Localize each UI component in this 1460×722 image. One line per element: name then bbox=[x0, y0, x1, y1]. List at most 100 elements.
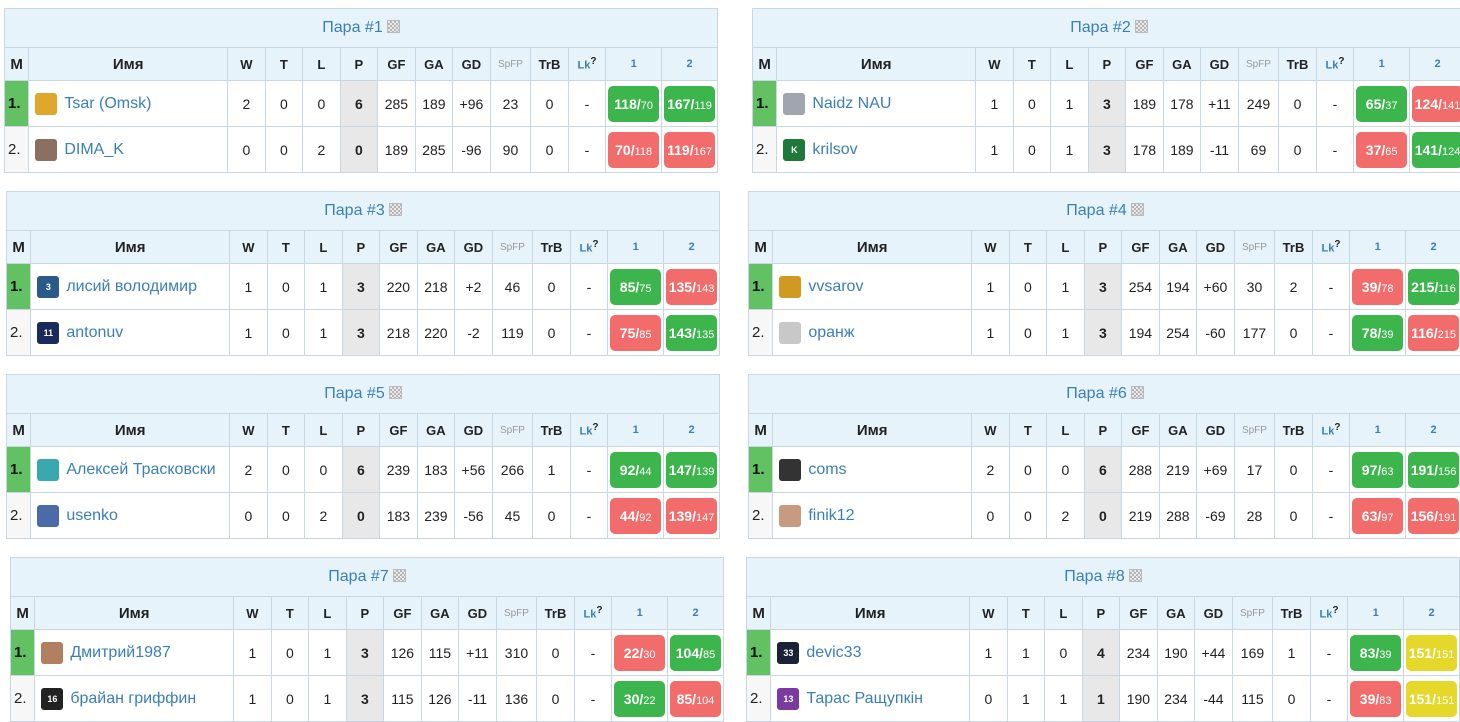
header-game-1[interactable]: 1 bbox=[608, 414, 664, 447]
finik-avatar[interactable] bbox=[779, 505, 801, 527]
player-name-cell[interactable]: Naidz NAU bbox=[777, 81, 976, 127]
help-icon[interactable]: ? bbox=[590, 56, 596, 67]
header-lk[interactable]: Lk? bbox=[574, 597, 612, 630]
game-1-score-cell[interactable]: 30/22 bbox=[612, 676, 668, 722]
game-2-score-cell[interactable]: 135/143 bbox=[664, 264, 720, 310]
game-2-score[interactable]: 139/147 bbox=[666, 498, 717, 534]
game-1-score-cell[interactable]: 63/97 bbox=[1350, 493, 1406, 539]
header-game-1[interactable]: 1 bbox=[612, 597, 668, 630]
jersey-33-avatar[interactable]: 33 bbox=[777, 642, 799, 664]
pair-title-link[interactable]: Пара #8 bbox=[1064, 568, 1124, 585]
game-2-score-cell[interactable]: 116/215 bbox=[1406, 310, 1460, 356]
game-2-score-cell[interactable]: 119/167 bbox=[662, 127, 718, 173]
pair-title[interactable]: Пара #7 bbox=[11, 558, 724, 597]
game-1-score-cell[interactable]: 78/39 bbox=[1350, 310, 1406, 356]
help-icon[interactable]: ? bbox=[1332, 605, 1338, 616]
game-2-score[interactable]: 119/167 bbox=[664, 132, 715, 168]
lk-label[interactable]: Lk bbox=[578, 60, 591, 72]
lk-label[interactable]: Lk bbox=[1320, 609, 1333, 621]
game-1-score-cell[interactable]: 39/78 bbox=[1350, 264, 1406, 310]
game-2-score[interactable]: 215/116 bbox=[1408, 269, 1459, 305]
game-2-score-cell[interactable]: 147/139 bbox=[664, 447, 720, 493]
usenko-avatar[interactable] bbox=[37, 505, 59, 527]
pair-title[interactable]: Пара #1 bbox=[5, 9, 718, 48]
player-name-cell[interactable]: 33 devic33 bbox=[771, 630, 970, 676]
help-icon[interactable]: ? bbox=[1338, 56, 1344, 67]
jersey-13-avatar[interactable]: 13 bbox=[777, 688, 799, 710]
help-icon[interactable]: ? bbox=[1334, 422, 1340, 433]
game-1-score-cell[interactable]: 118/70 bbox=[606, 81, 662, 127]
game-1-score[interactable]: 70/118 bbox=[608, 132, 659, 168]
header-game-1[interactable]: 1 bbox=[1348, 597, 1404, 630]
grid-icon[interactable] bbox=[389, 203, 402, 216]
traskovski-avatar[interactable] bbox=[37, 459, 59, 481]
header-game-2[interactable]: 2 bbox=[668, 597, 724, 630]
game-2-score[interactable]: 85/104 bbox=[670, 681, 721, 717]
game-2-score[interactable]: 156/191 bbox=[1408, 498, 1459, 534]
player-name-link[interactable]: krilsov bbox=[812, 141, 857, 158]
game-2-score-cell[interactable]: 143/135 bbox=[664, 310, 720, 356]
player-name-link[interactable]: оранж bbox=[808, 324, 854, 341]
game-1-score-cell[interactable]: 22/30 bbox=[612, 630, 668, 676]
game-1-score-cell[interactable]: 65/37 bbox=[1354, 81, 1410, 127]
help-icon[interactable]: ? bbox=[1334, 239, 1340, 250]
game-1-score[interactable]: 92/44 bbox=[610, 452, 661, 488]
game-1-score[interactable]: 22/30 bbox=[614, 635, 665, 671]
game-1-score[interactable]: 78/39 bbox=[1352, 315, 1403, 351]
player-name-cell[interactable]: finik12 bbox=[773, 493, 972, 539]
player-name-link[interactable]: Tsar (Omsk) bbox=[64, 95, 151, 112]
game-1-score-cell[interactable]: 37/65 bbox=[1354, 127, 1410, 173]
game-2-score-cell[interactable]: 85/104 bbox=[668, 676, 724, 722]
pair-title-link[interactable]: Пара #2 bbox=[1070, 19, 1130, 36]
grid-icon[interactable] bbox=[1131, 203, 1144, 216]
game-1-score-cell[interactable]: 39/83 bbox=[1348, 676, 1404, 722]
oranzh-avatar[interactable] bbox=[779, 322, 801, 344]
game-2-score[interactable]: 141/124 bbox=[1412, 132, 1460, 168]
player-name-link[interactable]: DIMA_K bbox=[64, 141, 124, 158]
help-icon[interactable]: ? bbox=[596, 605, 602, 616]
game-1-score-cell[interactable]: 44/92 bbox=[608, 493, 664, 539]
naidz-avatar[interactable] bbox=[783, 93, 805, 115]
game-1-score-cell[interactable]: 92/44 bbox=[608, 447, 664, 493]
game-1-score[interactable]: 30/22 bbox=[614, 681, 665, 717]
game-1-score[interactable]: 39/78 bbox=[1352, 269, 1403, 305]
header-game-2[interactable]: 2 bbox=[1410, 48, 1460, 81]
grid-icon[interactable] bbox=[1135, 20, 1148, 33]
player-name-link[interactable]: antonuv bbox=[66, 324, 123, 341]
header-game-1[interactable]: 1 bbox=[1350, 231, 1406, 264]
header-game-2[interactable]: 2 bbox=[1404, 597, 1460, 630]
game-2-score-cell[interactable]: 167/119 bbox=[662, 81, 718, 127]
grid-icon[interactable] bbox=[387, 20, 400, 33]
player-name-cell[interactable]: DIMA_K bbox=[29, 127, 228, 173]
lk-label[interactable]: Lk bbox=[584, 609, 597, 621]
game-1-score-cell[interactable]: 75/85 bbox=[608, 310, 664, 356]
pair-title[interactable]: Пара #6 bbox=[749, 375, 1460, 414]
game-2-score[interactable]: 151/151 bbox=[1406, 681, 1457, 717]
grid-icon[interactable] bbox=[1131, 386, 1144, 399]
game-2-score-cell[interactable]: 156/191 bbox=[1406, 493, 1460, 539]
game-2-score[interactable]: 124/141 bbox=[1412, 86, 1460, 122]
game-1-score-cell[interactable]: 83/39 bbox=[1348, 630, 1404, 676]
game-1-score[interactable]: 44/92 bbox=[610, 498, 661, 534]
game-2-score-cell[interactable]: 151/151 bbox=[1404, 630, 1460, 676]
game-2-score-cell[interactable]: 124/141 bbox=[1410, 81, 1460, 127]
game-1-score[interactable]: 97/63 bbox=[1352, 452, 1403, 488]
jersey-11-avatar[interactable]: 11 bbox=[37, 322, 59, 344]
player-name-cell[interactable]: coms bbox=[773, 447, 972, 493]
lk-label[interactable]: Lk bbox=[580, 426, 593, 438]
game-2-score[interactable]: 151/151 bbox=[1406, 635, 1457, 671]
header-game-2[interactable]: 2 bbox=[1406, 414, 1460, 447]
game-2-score-cell[interactable]: 104/85 bbox=[668, 630, 724, 676]
header-game-1[interactable]: 1 bbox=[608, 231, 664, 264]
coms-avatar[interactable] bbox=[779, 459, 801, 481]
pair-title-link[interactable]: Пара #5 bbox=[324, 385, 384, 402]
game-2-score-cell[interactable]: 139/147 bbox=[664, 493, 720, 539]
player-name-cell[interactable]: 11 antonuv bbox=[31, 310, 230, 356]
game-2-score[interactable]: 104/85 bbox=[670, 635, 721, 671]
header-game-1[interactable]: 1 bbox=[606, 48, 662, 81]
help-icon[interactable]: ? bbox=[592, 239, 598, 250]
game-2-score-cell[interactable]: 215/116 bbox=[1406, 264, 1460, 310]
player-name-link[interactable]: devic33 bbox=[806, 644, 861, 661]
